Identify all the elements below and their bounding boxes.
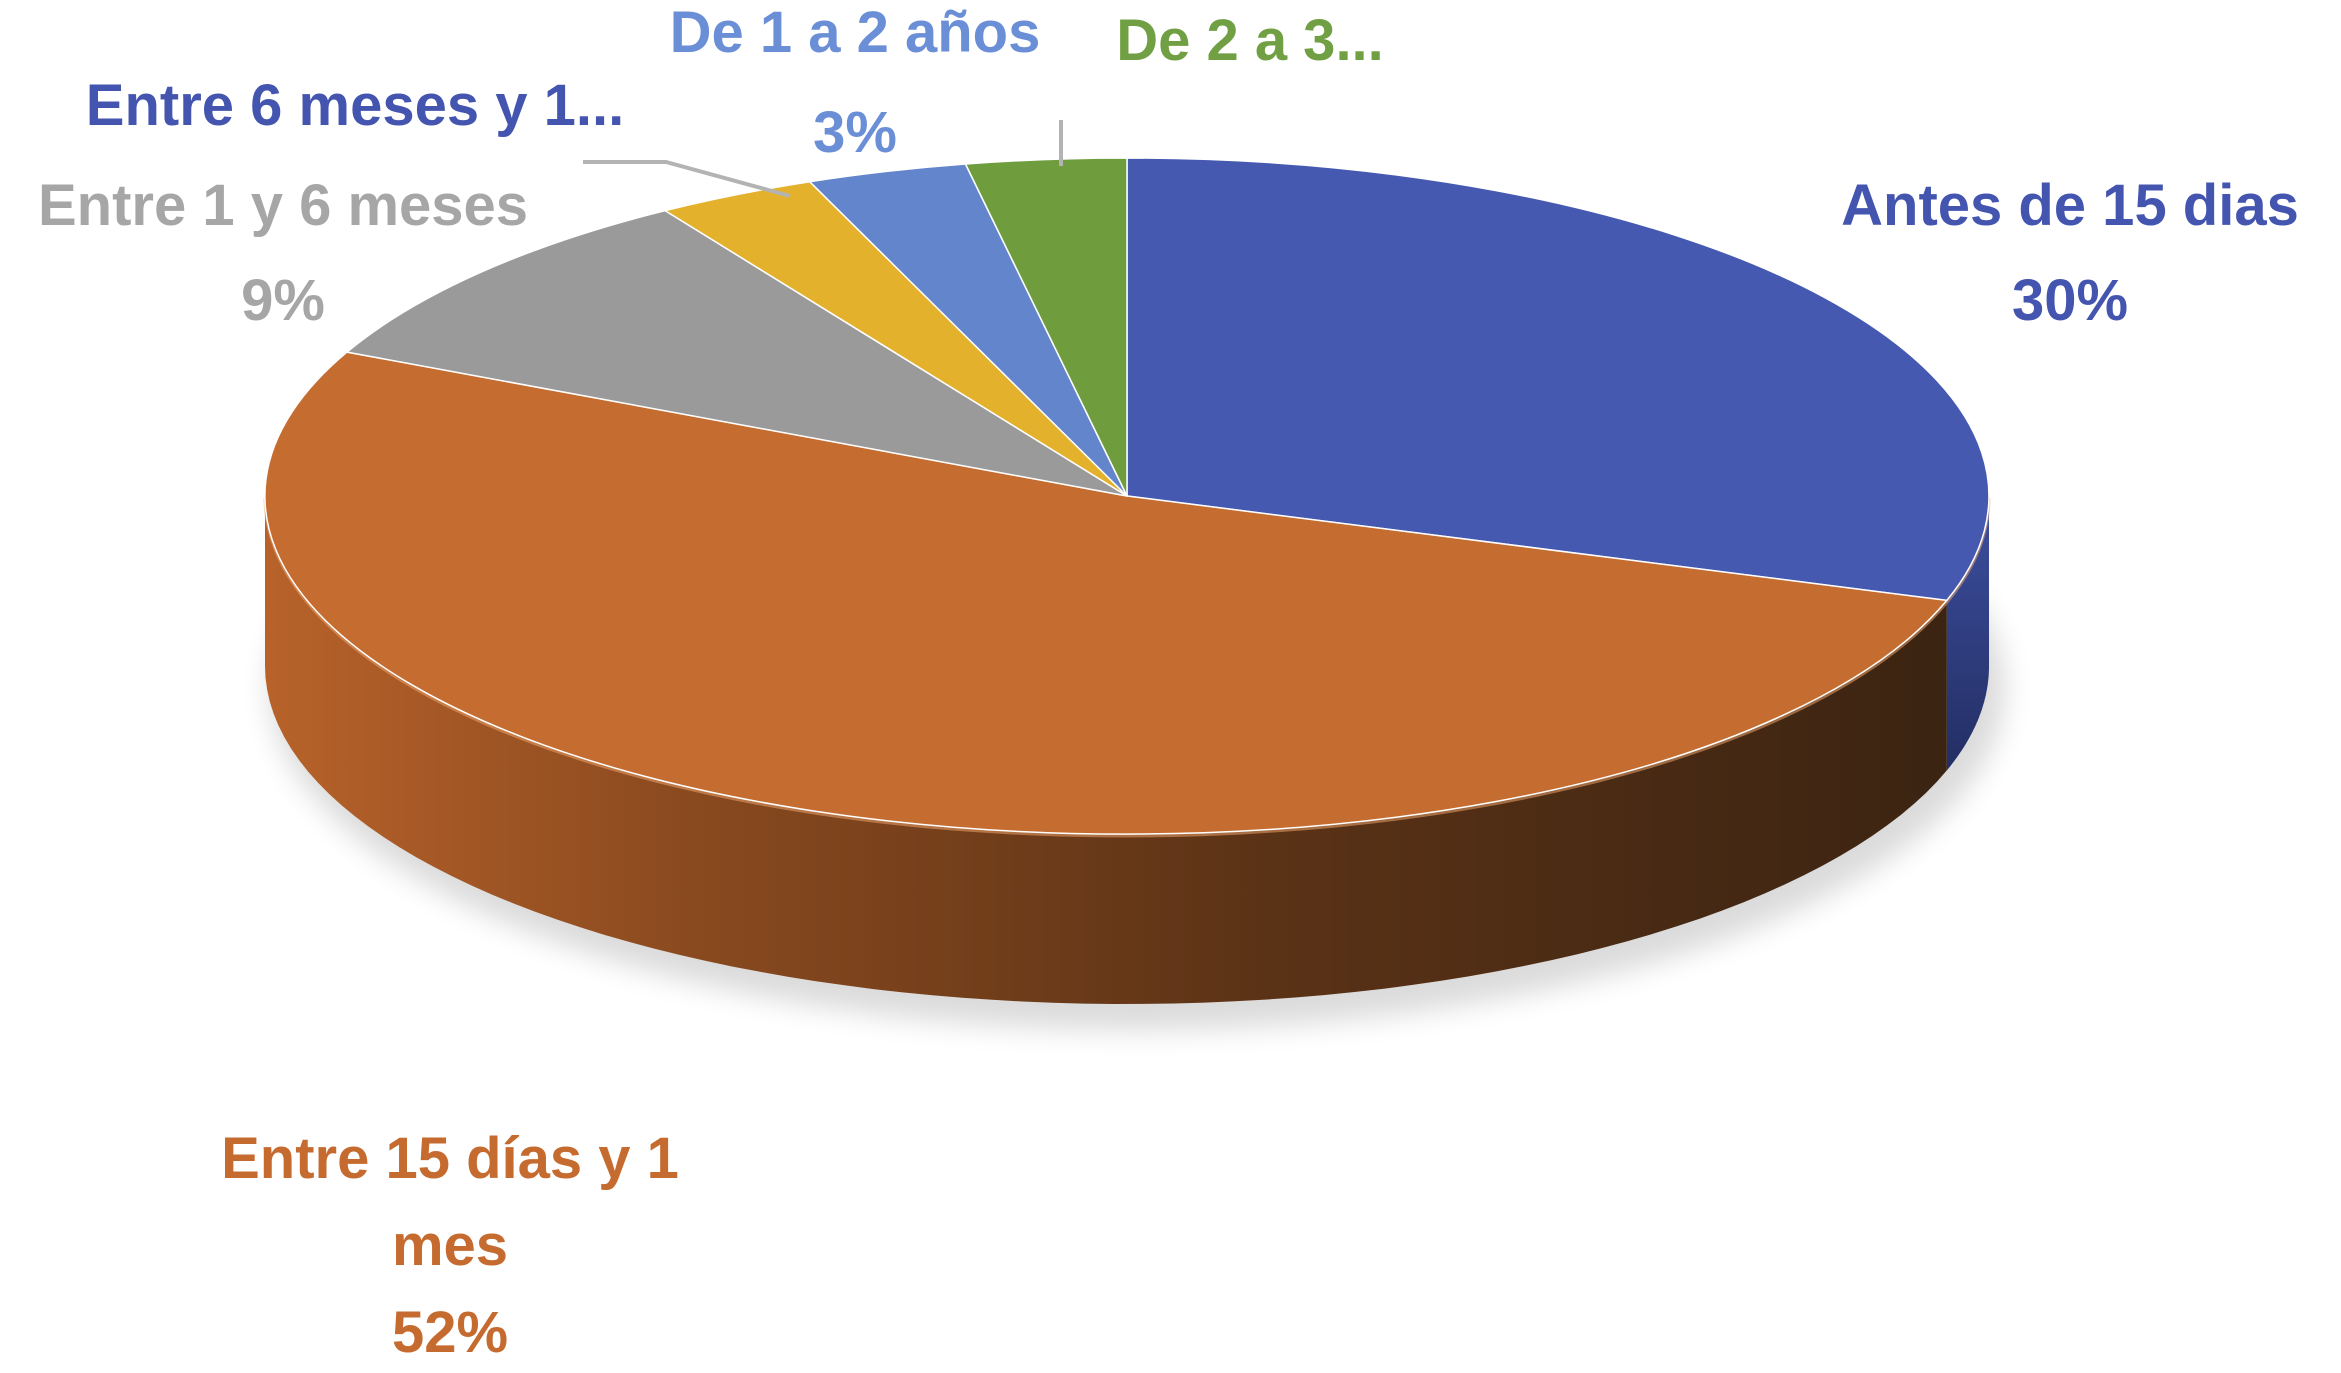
leader-line-entre-6-meses xyxy=(583,160,791,198)
side-wall-entre-15-dias-y-1-mes xyxy=(265,496,1947,1004)
slice-label-text: mes xyxy=(392,1213,508,1278)
rim-highlight xyxy=(263,497,1991,838)
slice-label-text: Entre 1 y 6 meses xyxy=(38,173,528,238)
slice-labels: Antes de 15 dias 30% Entre 15 días y 1 mes 5… xyxy=(38,0,2299,1365)
pie-top-slices xyxy=(264,157,1990,835)
label-de-1-a-2-anos: De 1 a 2 años 3% xyxy=(670,0,1041,165)
slice-de-2-a-3 xyxy=(964,157,1128,497)
slice-label-text: Entre 15 días y 1 xyxy=(221,1126,679,1191)
leader-lines xyxy=(583,120,1063,198)
label-entre-6-meses-y-1: Entre 6 meses y 1... xyxy=(86,73,624,138)
slice-value-label: 9% xyxy=(241,268,325,333)
label-entre-15-dias-y-1-mes: Entre 15 días y 1 mes 52% xyxy=(221,1126,679,1365)
label-antes-de-15-dias: Antes de 15 dias 30% xyxy=(1841,173,2299,333)
slice-entre-1-y-6-meses xyxy=(346,209,1128,497)
pie-side-walls xyxy=(263,496,1991,1004)
label-de-2-a-3: De 2 a 3... xyxy=(1116,8,1384,73)
side-wall-antes-de-15-dias xyxy=(1946,496,1989,771)
slice-value-label: 52% xyxy=(392,1300,508,1365)
slice-label-text: De 1 a 2 años xyxy=(670,0,1041,65)
slice-antes-de-15-dias xyxy=(1126,157,1990,602)
slice-label-text: De 2 a 3... xyxy=(1116,8,1384,73)
slice-label-text: Entre 6 meses y 1... xyxy=(86,73,624,138)
slice-value-label: 3% xyxy=(813,100,897,165)
slice-value-label: 30% xyxy=(2012,268,2128,333)
slice-label-text: Antes de 15 dias xyxy=(1841,173,2299,238)
label-entre-1-y-6-meses: Entre 1 y 6 meses 9% xyxy=(38,173,528,333)
slice-entre-15-dias-y-1-mes xyxy=(264,351,1948,835)
